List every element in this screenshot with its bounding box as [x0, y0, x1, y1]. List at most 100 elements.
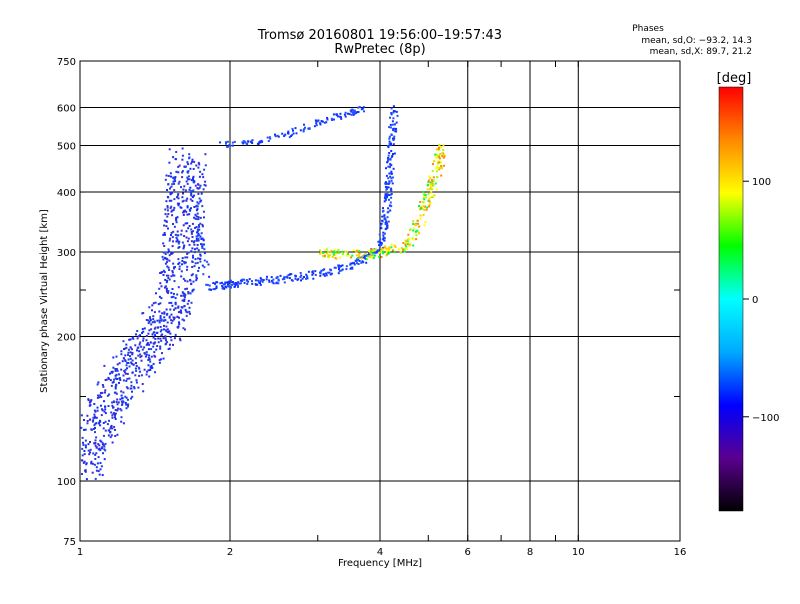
data-point	[128, 338, 131, 341]
data-point	[170, 252, 172, 255]
data-point	[171, 209, 174, 212]
data-point	[319, 122, 321, 125]
data-point	[351, 267, 354, 270]
data-point	[183, 305, 186, 308]
data-points	[80, 105, 446, 481]
data-point	[429, 186, 432, 189]
data-point	[172, 156, 175, 159]
data-point	[164, 256, 166, 259]
data-point	[384, 181, 387, 184]
data-point	[172, 343, 174, 346]
data-point	[183, 261, 186, 263]
data-point	[189, 167, 192, 170]
data-point	[116, 378, 118, 380]
data-point	[356, 111, 359, 114]
data-point	[98, 422, 100, 425]
data-point	[384, 182, 387, 185]
data-point	[437, 148, 440, 151]
x-axis-ticks: 1 2 4 6 8 10 16	[77, 61, 686, 558]
data-point	[190, 179, 193, 182]
data-point	[197, 202, 200, 205]
data-point	[171, 319, 174, 322]
data-point	[409, 228, 412, 231]
data-point	[101, 447, 103, 450]
data-point	[205, 283, 208, 286]
data-point	[140, 355, 143, 358]
data-point	[186, 280, 189, 283]
data-point	[94, 439, 97, 442]
data-point	[426, 206, 429, 209]
data-point	[85, 463, 88, 466]
data-point	[204, 184, 207, 187]
data-point	[386, 216, 389, 219]
data-point	[165, 287, 168, 290]
data-point	[375, 248, 377, 251]
data-point	[146, 342, 149, 345]
data-point	[340, 265, 342, 268]
data-point	[193, 180, 196, 183]
data-point	[197, 249, 200, 252]
x-tick-label: 1	[77, 547, 83, 558]
data-point	[360, 108, 363, 111]
data-point	[124, 368, 127, 371]
data-point	[166, 261, 168, 264]
data-point	[163, 245, 166, 247]
data-point	[227, 281, 230, 284]
data-point	[387, 207, 390, 210]
data-point	[385, 254, 388, 257]
data-point	[142, 339, 145, 342]
data-point	[344, 111, 347, 114]
data-point	[352, 249, 355, 252]
data-point	[382, 250, 385, 253]
data-point	[181, 241, 184, 244]
data-point	[294, 277, 297, 280]
data-point	[283, 276, 286, 279]
data-point	[388, 180, 391, 183]
data-point	[199, 235, 202, 238]
data-point	[289, 273, 292, 275]
data-point	[127, 353, 129, 356]
data-point	[160, 328, 163, 331]
data-point	[112, 400, 115, 403]
data-point	[178, 180, 181, 183]
data-point	[148, 343, 151, 346]
data-point	[178, 321, 180, 324]
data-point	[112, 380, 115, 383]
data-point	[198, 175, 201, 178]
data-point	[168, 259, 171, 262]
data-point	[390, 189, 393, 192]
data-point	[181, 291, 184, 294]
data-point	[387, 248, 390, 251]
data-point	[356, 249, 359, 252]
data-point	[97, 394, 100, 397]
data-point	[327, 250, 330, 253]
data-point	[365, 254, 368, 257]
data-point	[135, 379, 138, 382]
data-point	[173, 266, 176, 269]
data-point	[165, 220, 168, 223]
data-point	[115, 400, 118, 403]
data-point	[190, 190, 193, 193]
data-point	[346, 112, 349, 115]
data-point	[257, 142, 260, 145]
data-point	[114, 377, 117, 380]
data-point	[226, 284, 229, 287]
data-point	[330, 272, 333, 275]
data-point	[438, 157, 441, 160]
data-point	[183, 245, 185, 248]
data-point	[193, 206, 196, 208]
data-point	[190, 301, 193, 304]
data-point	[178, 323, 181, 325]
data-point	[169, 237, 172, 240]
data-point	[241, 141, 244, 144]
data-point	[159, 302, 162, 305]
data-point	[219, 141, 222, 144]
data-point	[267, 140, 270, 142]
data-point	[304, 126, 306, 129]
data-point	[350, 262, 353, 265]
data-point	[149, 360, 152, 363]
data-point	[140, 359, 143, 362]
data-point	[387, 186, 390, 189]
data-point	[194, 226, 197, 229]
data-point	[177, 197, 180, 200]
